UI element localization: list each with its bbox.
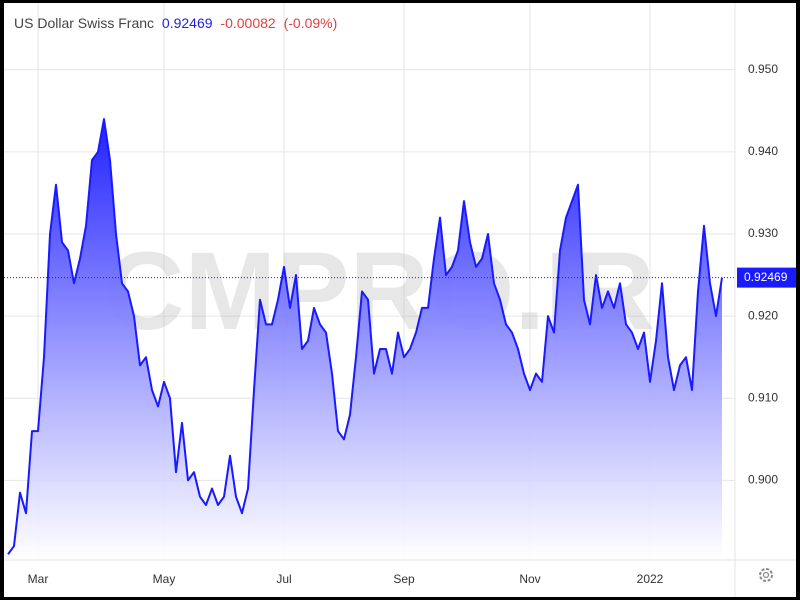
y-tick-label: 0.900 — [748, 473, 778, 487]
x-tick-label: Sep — [393, 572, 415, 586]
y-tick-label: 0.930 — [748, 226, 778, 240]
y-tick-label: 0.940 — [748, 144, 778, 158]
x-tick-label: 2022 — [637, 572, 664, 586]
chart-title: US Dollar Swiss Franc — [14, 15, 154, 31]
x-tick-label: Jul — [276, 572, 291, 586]
area — [8, 119, 722, 560]
settings-icon[interactable] — [759, 568, 773, 582]
y-tick-label: 0.920 — [748, 308, 778, 322]
header: US Dollar Swiss Franc 0.92469 -0.00082 (… — [14, 15, 337, 31]
x-tick-label: Nov — [519, 572, 540, 586]
plot — [4, 118, 735, 560]
last-price: 0.92469 — [162, 15, 213, 31]
x-tick-label: May — [153, 572, 176, 586]
price-tag — [737, 267, 796, 288]
change-percent: (-0.09%) — [284, 15, 338, 31]
price-tag-label: 0.92469 — [744, 270, 788, 284]
x-tick-label: Mar — [28, 572, 49, 586]
line — [7, 118, 723, 555]
y-tick-label: 0.910 — [748, 390, 778, 404]
y-tick-label: 0.950 — [748, 62, 778, 76]
change: -0.00082 — [220, 15, 275, 31]
